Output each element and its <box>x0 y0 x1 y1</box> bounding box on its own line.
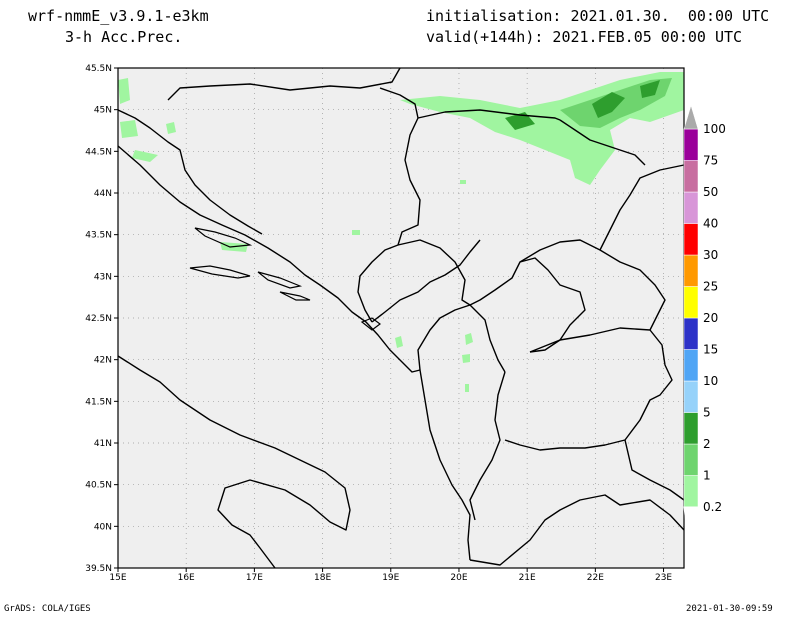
valid-time: valid(+144h): 2021.FEB.05 00:00 UTC <box>426 28 743 46</box>
albania-east-border <box>469 371 506 521</box>
colorbar-label: 40 <box>703 217 718 231</box>
colorbar-segment <box>683 475 699 508</box>
lat-label: 45N <box>94 106 112 116</box>
colorbar-label: 15 <box>703 343 718 357</box>
italy-coast <box>117 355 351 569</box>
lat-label: 44N <box>94 189 112 199</box>
lon-label: 21E <box>519 573 536 583</box>
macedonia-bulgaria-border <box>504 327 673 451</box>
montenegro-border <box>371 239 481 323</box>
lat-label: 45.5N <box>85 64 112 74</box>
colorbar-segment <box>683 349 699 382</box>
serbia-hungary-border <box>417 109 561 121</box>
colorbar-label: 5 <box>703 406 711 420</box>
lon-label: 22E <box>587 573 604 583</box>
colorbar-segment <box>683 317 699 350</box>
colorbar-segment <box>683 443 699 476</box>
bay-kotor <box>360 317 381 331</box>
lat-label: 40N <box>94 522 112 532</box>
danube-border <box>559 119 646 166</box>
lat-label: 42N <box>94 356 112 366</box>
colorbar-segment <box>683 380 699 413</box>
colorbar-label: 100 <box>703 122 726 136</box>
lat-label: 43.5N <box>85 231 112 241</box>
lat-label: 43N <box>94 272 112 282</box>
colorbar-segment <box>683 128 699 161</box>
serbia-bulgaria-border <box>519 239 666 331</box>
lon-label: 17E <box>246 573 263 583</box>
field-title: 3-h Acc.Prec. <box>65 28 183 46</box>
colorbar-segment <box>683 223 699 256</box>
precip-area-heavy <box>505 80 660 130</box>
colorbar-under <box>683 506 699 568</box>
lat-label: 44.5N <box>85 147 112 157</box>
colorbar-segment <box>683 160 699 193</box>
lon-label: 15E <box>109 573 126 583</box>
bosnia-serbia-border <box>357 87 421 323</box>
kosovo-border <box>397 239 586 353</box>
islands <box>189 227 381 331</box>
colorbar-label: 20 <box>703 311 718 325</box>
coastlines-borders <box>117 67 685 569</box>
colorbar-segment <box>683 191 699 224</box>
colorbar-label: 50 <box>703 185 718 199</box>
colorbar-label: 25 <box>703 280 718 294</box>
lat-label: 41N <box>94 439 112 449</box>
island-peljesac <box>257 271 303 289</box>
map-grid <box>118 68 684 568</box>
serbia-romania-east <box>599 164 685 251</box>
adriatic-coast <box>117 145 471 561</box>
colorbar-segment <box>683 104 699 130</box>
greece-north-border <box>624 439 685 501</box>
lon-label: 19E <box>382 573 399 583</box>
lat-label: 40.5N <box>85 481 112 491</box>
lat-label: 42.5N <box>85 314 112 324</box>
grads-credit: GrADS: COLA/IGES <box>4 604 91 614</box>
colorbar-segment <box>683 286 699 319</box>
colorbar-label: 10 <box>703 374 718 388</box>
colorbar-label: 0.2 <box>703 500 722 514</box>
colorbar-label: 2 <box>703 437 711 451</box>
lat-label: 41.5N <box>85 397 112 407</box>
colorbar-label: 1 <box>703 469 711 483</box>
greece-coast <box>469 494 685 566</box>
north-border <box>167 67 401 101</box>
lon-label: 18E <box>314 573 331 583</box>
model-title: wrf-nmmE_v3.9.1-e3km <box>28 7 209 25</box>
lon-label: 16E <box>178 573 195 583</box>
croatia-border <box>117 109 263 235</box>
initialisation-time: initialisation: 2021.01.30. 00:00 UTC <box>426 7 770 25</box>
precipitation-field <box>118 72 684 392</box>
albania-north-border <box>417 304 506 373</box>
plot-timestamp: 2021-01-30-09:59 <box>686 604 773 614</box>
colorbar-label: 30 <box>703 248 718 262</box>
island-brac <box>194 227 253 248</box>
colorbar-segment <box>683 254 699 287</box>
lat-label: 39.5N <box>85 564 112 574</box>
lon-label: 23E <box>655 573 672 583</box>
lon-label: 20E <box>450 573 467 583</box>
axis-ticks: 45.5N 45N 44.5N 44N 43.5N 43N 42.5N 42N 41.5N 41N… <box>85 64 672 583</box>
colorbar-label: 75 <box>703 154 718 168</box>
colorbar-segment <box>683 412 699 445</box>
island-mljet <box>279 291 311 301</box>
island-korcula <box>189 265 251 279</box>
